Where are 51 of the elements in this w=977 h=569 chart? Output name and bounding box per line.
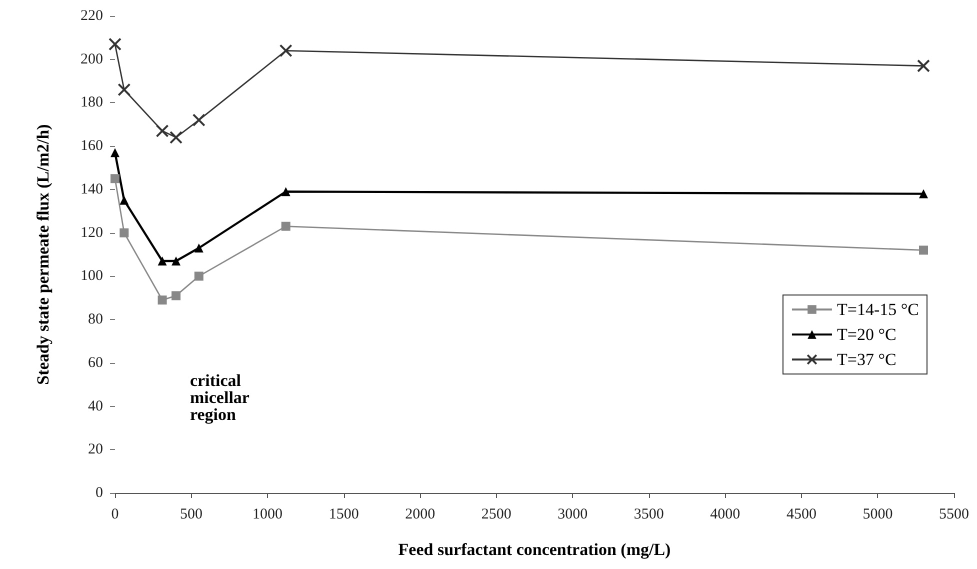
legend-label: T=20 °C (836, 325, 896, 344)
point (172, 256, 181, 266)
y-tick-label: 20 (88, 442, 103, 458)
x-tick-label: 1500 (328, 506, 359, 522)
y-tick-label: 80 (88, 312, 103, 328)
point (279, 44, 292, 58)
legend-label: T=14-15 °C (836, 300, 920, 319)
point (194, 272, 204, 281)
point (158, 256, 167, 266)
y-tick-label: 60 (88, 354, 103, 371)
x-tick-label: 4000 (710, 506, 740, 522)
y-tick-label: 200 (80, 51, 103, 68)
x-tick-label: 1000 (252, 506, 283, 522)
point (110, 174, 120, 184)
x-tick-label: 3500 (634, 506, 664, 522)
y-tick-label: 220 (80, 8, 103, 24)
point (918, 246, 928, 255)
x-tick-label: 2000 (405, 506, 436, 522)
y-tick-label: 0 (96, 485, 103, 501)
y-tick-label: 140 (80, 181, 103, 198)
x-tick-label: 4500 (786, 506, 816, 522)
annotation: critical micellar region (190, 371, 254, 424)
x-tick-label: 5000 (862, 506, 893, 522)
y-tick-label: 40 (88, 398, 103, 414)
point (170, 130, 183, 144)
point (281, 187, 290, 196)
x-tick-label: 3000 (558, 506, 588, 522)
point (118, 83, 131, 96)
point (158, 296, 167, 305)
x-tick-label: 5500 (939, 506, 969, 522)
point (156, 124, 169, 138)
point (192, 114, 206, 127)
point (108, 38, 122, 51)
point (918, 189, 928, 198)
x-tick-label: 2500 (481, 506, 512, 522)
point (120, 228, 129, 238)
legend-label: T=37 °C (836, 350, 896, 369)
y-tick-label: 120 (80, 224, 103, 241)
y-axis-title: Steady state permeate flux (L/m2/h) (34, 124, 52, 385)
y-tick-label: 180 (80, 94, 103, 111)
x-tick-label: 500 (180, 506, 203, 522)
point (172, 291, 181, 300)
x-axis-title: Feed surfactant concentration (mg/L) (398, 540, 671, 559)
point (110, 148, 120, 158)
y-tick-label: 160 (80, 138, 103, 154)
point (120, 196, 129, 205)
point (281, 222, 290, 231)
y-tick-label: 100 (80, 268, 103, 284)
point (916, 59, 930, 72)
point (194, 243, 204, 252)
x-tick-label: 0 (111, 506, 119, 522)
